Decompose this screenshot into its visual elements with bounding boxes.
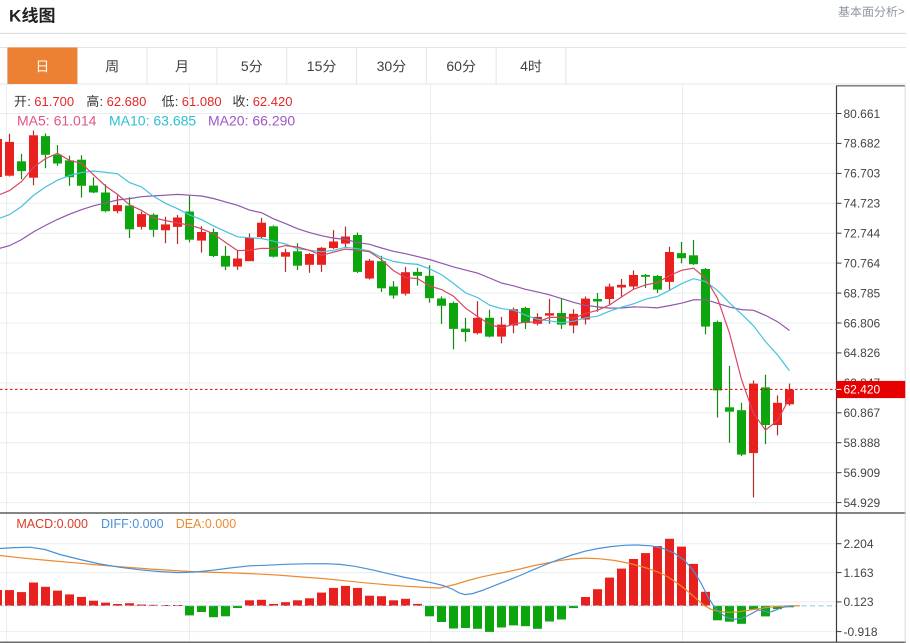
svg-text:30: 30 [377,58,393,74]
svg-text:60.867: 60.867 [844,406,881,420]
svg-text:68.785: 68.785 [844,286,881,300]
svg-text:MA5: 61.014: MA5: 61.014 [17,113,97,129]
svg-text:K: K [9,7,22,26]
svg-text:74.723: 74.723 [844,197,881,211]
svg-text:66.806: 66.806 [844,316,881,330]
svg-text::: : [175,94,179,109]
svg-text:76.703: 76.703 [844,167,881,181]
svg-text:2.204: 2.204 [844,537,874,551]
svg-text:58.888: 58.888 [844,436,881,450]
svg-text:>: > [898,7,905,19]
svg-text:72.744: 72.744 [844,227,881,241]
svg-text:80.661: 80.661 [844,107,881,121]
svg-text:MA10: 63.685: MA10: 63.685 [109,113,196,129]
svg-text:62.420: 62.420 [844,383,881,397]
svg-text::: : [27,94,31,109]
svg-text:61.700: 61.700 [34,94,74,109]
svg-text::: : [100,94,104,109]
svg-text:61.080: 61.080 [182,94,222,109]
svg-text:54.929: 54.929 [844,496,881,510]
svg-text:DEA:0.000: DEA:0.000 [176,517,237,531]
svg-text:15: 15 [307,58,323,74]
svg-text::: : [246,94,250,109]
svg-text:62.420: 62.420 [253,94,293,109]
svg-text:DIFF:0.000: DIFF:0.000 [101,517,164,531]
svg-text:MACD:0.000: MACD:0.000 [16,517,88,531]
svg-text:62.680: 62.680 [107,94,147,109]
svg-text:60: 60 [446,58,462,74]
svg-text:56.909: 56.909 [844,466,881,480]
svg-text:4: 4 [520,58,528,74]
svg-text:64.826: 64.826 [844,346,881,360]
svg-text:78.682: 78.682 [844,137,881,151]
svg-text:MA20: 66.290: MA20: 66.290 [208,113,295,129]
svg-text:-0.918: -0.918 [844,625,878,639]
svg-text:5: 5 [241,58,249,74]
svg-text:70.764: 70.764 [844,256,881,270]
svg-text:1.163: 1.163 [844,566,874,580]
svg-text:0.123: 0.123 [844,595,874,609]
